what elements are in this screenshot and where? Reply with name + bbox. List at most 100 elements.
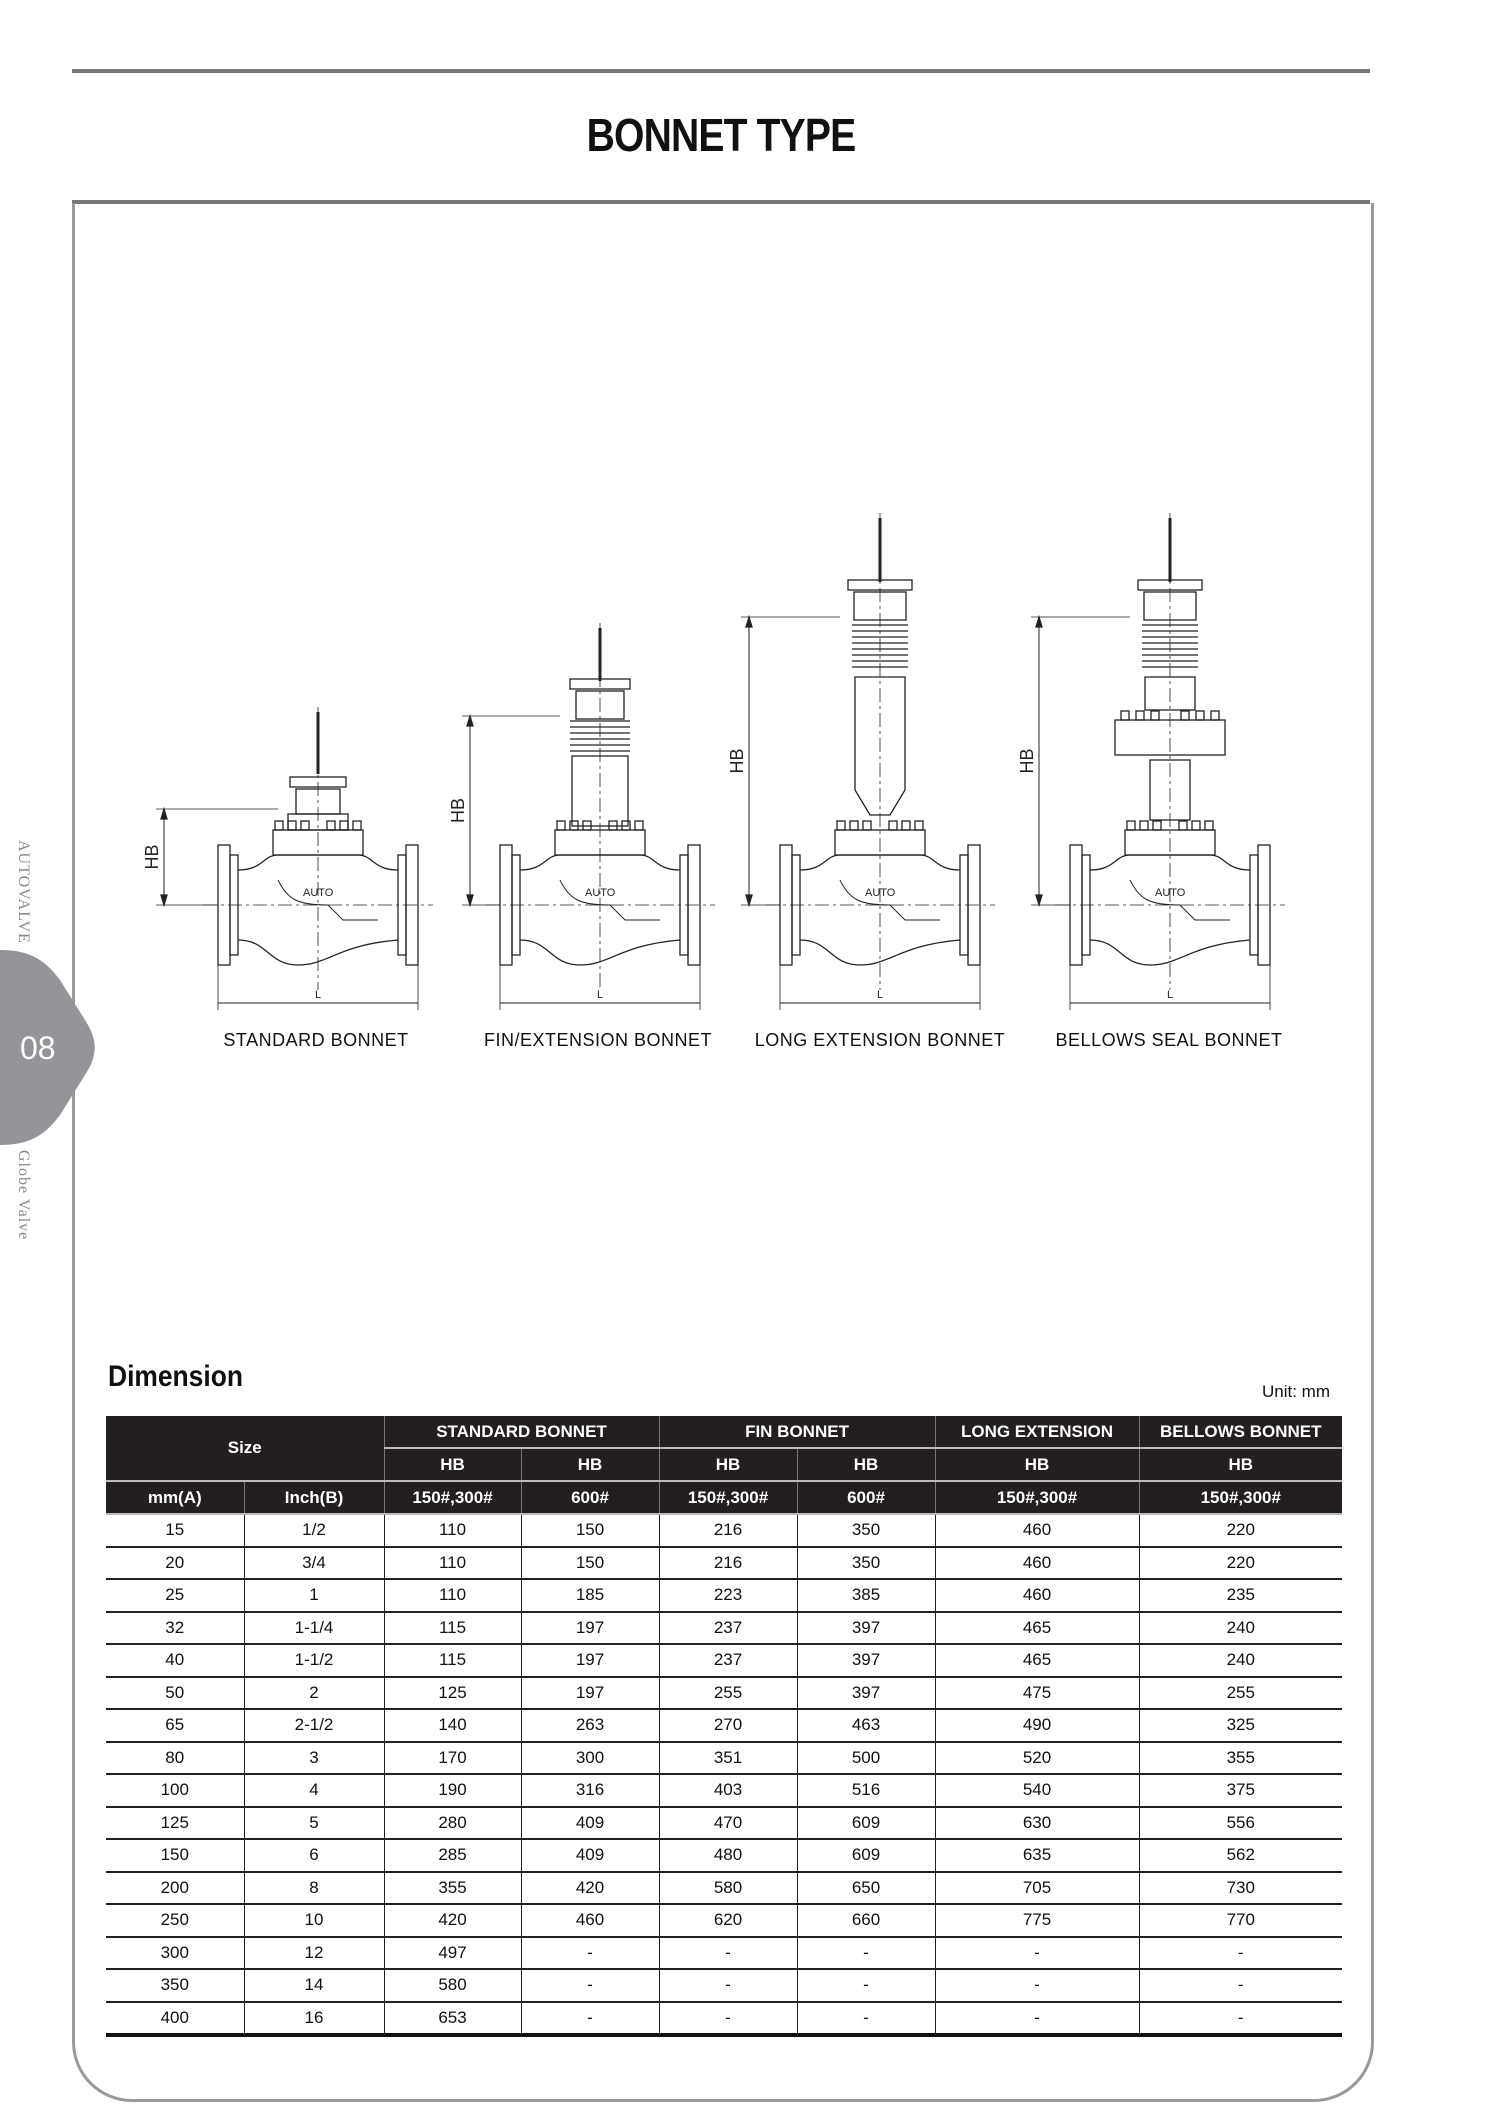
table-cell: 125 <box>383 1676 521 1710</box>
bolt <box>901 820 911 831</box>
bolt <box>300 820 310 831</box>
header-size: Size <box>106 1416 384 1482</box>
table-cell: 240 <box>1138 1644 1343 1678</box>
table-cell: 350 <box>106 1969 244 2003</box>
table-row: 80 3 170 300 351 500 520 355 <box>106 1741 1343 1775</box>
hb-dimension-label: HB <box>727 748 747 773</box>
bolt <box>1204 820 1214 831</box>
table-cell: 475 <box>934 1676 1140 1710</box>
l-dimension-label: L <box>877 989 883 1001</box>
table-cell: 463 <box>796 1709 936 1743</box>
table-cell: 65 <box>106 1709 244 1743</box>
table-cell: 32 <box>106 1611 244 1645</box>
header-sub-2: 150#,300# <box>383 1481 521 1515</box>
table-cell: 409 <box>520 1806 659 1840</box>
table-row: 125 5 280 409 470 609 630 556 <box>106 1806 1343 1840</box>
table-cell: 460 <box>520 1904 659 1938</box>
hb-dimension-label: HB <box>1017 748 1037 773</box>
table-row: 20 3/4 110 150 216 350 460 220 <box>106 1546 1343 1580</box>
bolt <box>274 820 284 831</box>
table-row: 40 1-1/2 115 197 237 397 465 240 <box>106 1644 1343 1678</box>
bolt <box>1191 820 1201 831</box>
table-cell: 460 <box>934 1546 1140 1580</box>
bolt <box>1135 710 1145 721</box>
l-dimension-label: L <box>1167 989 1173 1001</box>
table-cell: - <box>520 1969 659 2003</box>
body-mark: AUTO <box>1155 887 1186 899</box>
table-cell: 216 <box>658 1514 797 1548</box>
page-title: BONNET TYPE <box>586 109 857 161</box>
table-cell: 770 <box>1138 1904 1343 1938</box>
table-cell: 170 <box>383 1741 521 1775</box>
table-cell: 8 <box>243 1871 384 1905</box>
bonnet-flange <box>834 829 926 856</box>
hb-arrows <box>1035 614 1043 908</box>
header-fin-bonnet: FIN BONNET <box>658 1416 936 1449</box>
table-cell: 403 <box>658 1774 797 1808</box>
valve-long: AUTO HB L <box>727 513 995 1010</box>
table-cell: 150 <box>106 1839 244 1873</box>
table-cell: 115 <box>383 1644 521 1678</box>
body-seat <box>277 879 378 921</box>
table-cell: 316 <box>520 1774 659 1808</box>
table-cell: 263 <box>520 1709 659 1743</box>
table-cell: 235 <box>1138 1579 1343 1613</box>
table-cell: 300 <box>520 1741 659 1775</box>
table-cell: 14 <box>243 1969 384 2003</box>
bolt <box>1120 710 1130 721</box>
table-cell: 5 <box>243 1806 384 1840</box>
hb-dimension-label: HB <box>142 844 162 869</box>
table-cell: 397 <box>796 1676 936 1710</box>
bolt <box>556 820 566 831</box>
table-cell: 500 <box>796 1741 936 1775</box>
table-cell: 237 <box>658 1644 797 1678</box>
dimension-title: Dimension <box>108 1360 243 1393</box>
valve-fin: AUTO HB L <box>448 623 715 1010</box>
table-cell: 150 <box>520 1546 659 1580</box>
table-cell: 325 <box>1138 1709 1343 1743</box>
table-cell: 350 <box>796 1514 936 1548</box>
table-cell: 110 <box>383 1514 521 1548</box>
table-cell: - <box>1138 2001 1343 2037</box>
hb-arrows <box>466 713 474 908</box>
content-frame <box>72 203 1374 2102</box>
table-cell: 775 <box>934 1904 1140 1938</box>
table-cell: 400 <box>106 2001 244 2037</box>
table-cell: 1-1/2 <box>243 1644 384 1678</box>
bolt <box>1210 710 1220 721</box>
table-row: 15 1/2 110 150 216 350 460 220 <box>106 1514 1343 1548</box>
unit-label: Unit: mm <box>1262 1382 1330 1401</box>
table-cell: 110 <box>383 1546 521 1580</box>
table-cell: 630 <box>934 1806 1140 1840</box>
header-hb: HB <box>1138 1448 1343 1482</box>
hb-arrows <box>745 614 753 908</box>
table-cell: 255 <box>658 1676 797 1710</box>
header-sub-6: 150#,300# <box>934 1481 1140 1515</box>
table-cell: 650 <box>796 1871 936 1905</box>
table-cell: 635 <box>934 1839 1140 1873</box>
table-cell: 460 <box>934 1579 1140 1613</box>
table-cell: - <box>934 2001 1140 2037</box>
table-cell: 125 <box>106 1806 244 1840</box>
bolt <box>326 820 336 831</box>
bolt <box>914 820 924 831</box>
table-cell: 50 <box>106 1676 244 1710</box>
table-row: 100 4 190 316 403 516 540 375 <box>106 1774 1343 1808</box>
body-seat <box>559 879 660 921</box>
table-cell: 16 <box>243 2001 384 2037</box>
bolt <box>849 820 859 831</box>
table-cell: 2-1/2 <box>243 1709 384 1743</box>
table-cell: 620 <box>658 1904 797 1938</box>
header-hb: HB <box>934 1448 1140 1482</box>
table-cell: 20 <box>106 1546 244 1580</box>
table-cell: 115 <box>383 1611 521 1645</box>
table-row: 150 6 285 409 480 609 635 562 <box>106 1839 1343 1873</box>
bonnet-flange <box>1124 829 1216 856</box>
table-row: 350 14 580- - - - - <box>106 1969 1343 2003</box>
table-cell: - <box>1138 1936 1343 1970</box>
table-cell: 609 <box>796 1806 936 1840</box>
table-cell: - <box>796 1969 936 2003</box>
table-cell: - <box>796 1936 936 1970</box>
valve-bellows: AUTO HB L <box>1017 513 1285 1010</box>
table-cell: 355 <box>1138 1741 1343 1775</box>
